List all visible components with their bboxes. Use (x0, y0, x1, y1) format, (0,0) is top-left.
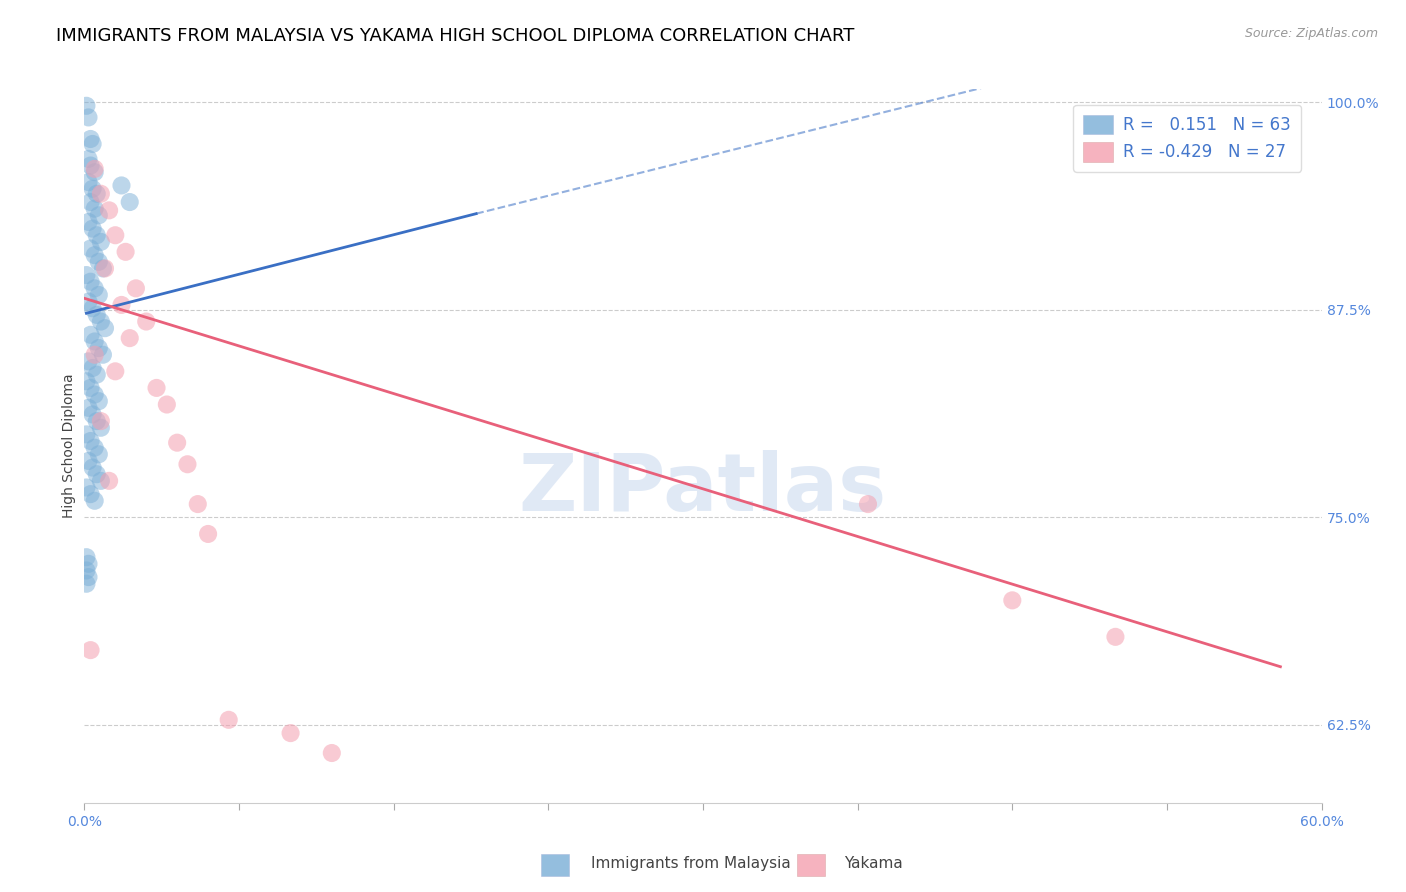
Point (176, 457, 198, 471)
Point (87, 447, 110, 461)
Point (82, 408, 104, 422)
Point (125, 281, 148, 295)
Point (82, 460, 104, 475)
Point (87, 394, 110, 409)
Point (90, 474, 112, 488)
Point (75, 374, 97, 388)
Point (83, 281, 105, 295)
Point (118, 195, 141, 210)
Point (86, 368, 108, 382)
Point (82, 361, 104, 376)
Point (90, 235, 112, 249)
Y-axis label: High School Diploma: High School Diploma (62, 374, 76, 518)
Point (1001, 593, 1024, 607)
Legend: R =   0.151   N = 63, R = -0.429   N = 27: R = 0.151 N = 63, R = -0.429 N = 27 (1073, 104, 1301, 171)
Point (86, 467, 108, 482)
Point (98, 203, 121, 218)
Text: IMMIGRANTS FROM MALAYSIA VS YAKAMA HIGH SCHOOL DIPLOMA CORRELATION CHART: IMMIGRANTS FROM MALAYSIA VS YAKAMA HIGH … (56, 27, 855, 45)
Point (82, 221, 104, 235)
Point (118, 331, 141, 345)
Point (114, 244, 136, 259)
Text: ZIPatlas: ZIPatlas (519, 450, 887, 528)
Point (77, 152, 100, 166)
Point (87, 341, 110, 355)
Point (90, 186, 112, 201)
Point (145, 381, 167, 395)
Point (79, 275, 101, 289)
Point (90, 414, 112, 428)
Point (94, 261, 117, 276)
Point (79, 487, 101, 501)
Point (75, 427, 97, 442)
Point (77, 454, 100, 468)
Point (77, 215, 100, 229)
Text: Yakama: Yakama (844, 856, 903, 871)
Point (83, 248, 105, 262)
Point (83, 348, 105, 362)
Point (75, 268, 97, 282)
Point (77, 294, 100, 309)
Point (218, 713, 240, 727)
Point (280, 726, 302, 740)
Text: Immigrants from Malaysia: Immigrants from Malaysia (591, 856, 790, 871)
Point (75, 576, 97, 591)
Point (77, 557, 100, 571)
Point (79, 132, 101, 146)
Point (79, 327, 101, 342)
Point (86, 414, 108, 428)
Point (83, 493, 105, 508)
Point (166, 435, 188, 450)
Point (82, 136, 104, 151)
Point (82, 182, 104, 196)
Point (83, 161, 105, 176)
Point (135, 314, 157, 328)
Point (856, 497, 879, 511)
Point (94, 321, 117, 335)
Point (104, 228, 127, 243)
Point (86, 186, 108, 201)
Point (83, 387, 105, 401)
Point (79, 159, 101, 173)
Point (98, 474, 121, 488)
Point (75, 481, 97, 495)
Point (156, 397, 179, 411)
Point (110, 298, 132, 312)
Point (79, 643, 101, 657)
Point (82, 301, 104, 316)
Point (87, 288, 110, 302)
Point (77, 401, 100, 415)
Point (86, 308, 108, 322)
Point (79, 242, 101, 256)
Point (104, 364, 127, 378)
Point (87, 208, 110, 222)
Point (77, 570, 100, 584)
Point (83, 165, 105, 179)
Point (83, 202, 105, 216)
Point (77, 354, 100, 368)
Point (79, 381, 101, 395)
Point (83, 334, 105, 349)
Point (77, 175, 100, 189)
Point (86, 228, 108, 243)
Point (90, 421, 112, 435)
Point (75, 550, 97, 565)
Point (91, 348, 114, 362)
Point (75, 564, 97, 578)
Point (77, 111, 100, 125)
Point (83, 441, 105, 455)
Point (321, 746, 343, 760)
Point (79, 195, 101, 210)
Point (187, 497, 209, 511)
Point (110, 178, 132, 193)
Point (75, 99, 97, 113)
Point (197, 527, 219, 541)
Point (91, 261, 114, 276)
Point (1104, 630, 1126, 644)
Point (79, 434, 101, 448)
Point (90, 314, 112, 328)
Text: Source: ZipAtlas.com: Source: ZipAtlas.com (1244, 27, 1378, 40)
Point (87, 254, 110, 268)
